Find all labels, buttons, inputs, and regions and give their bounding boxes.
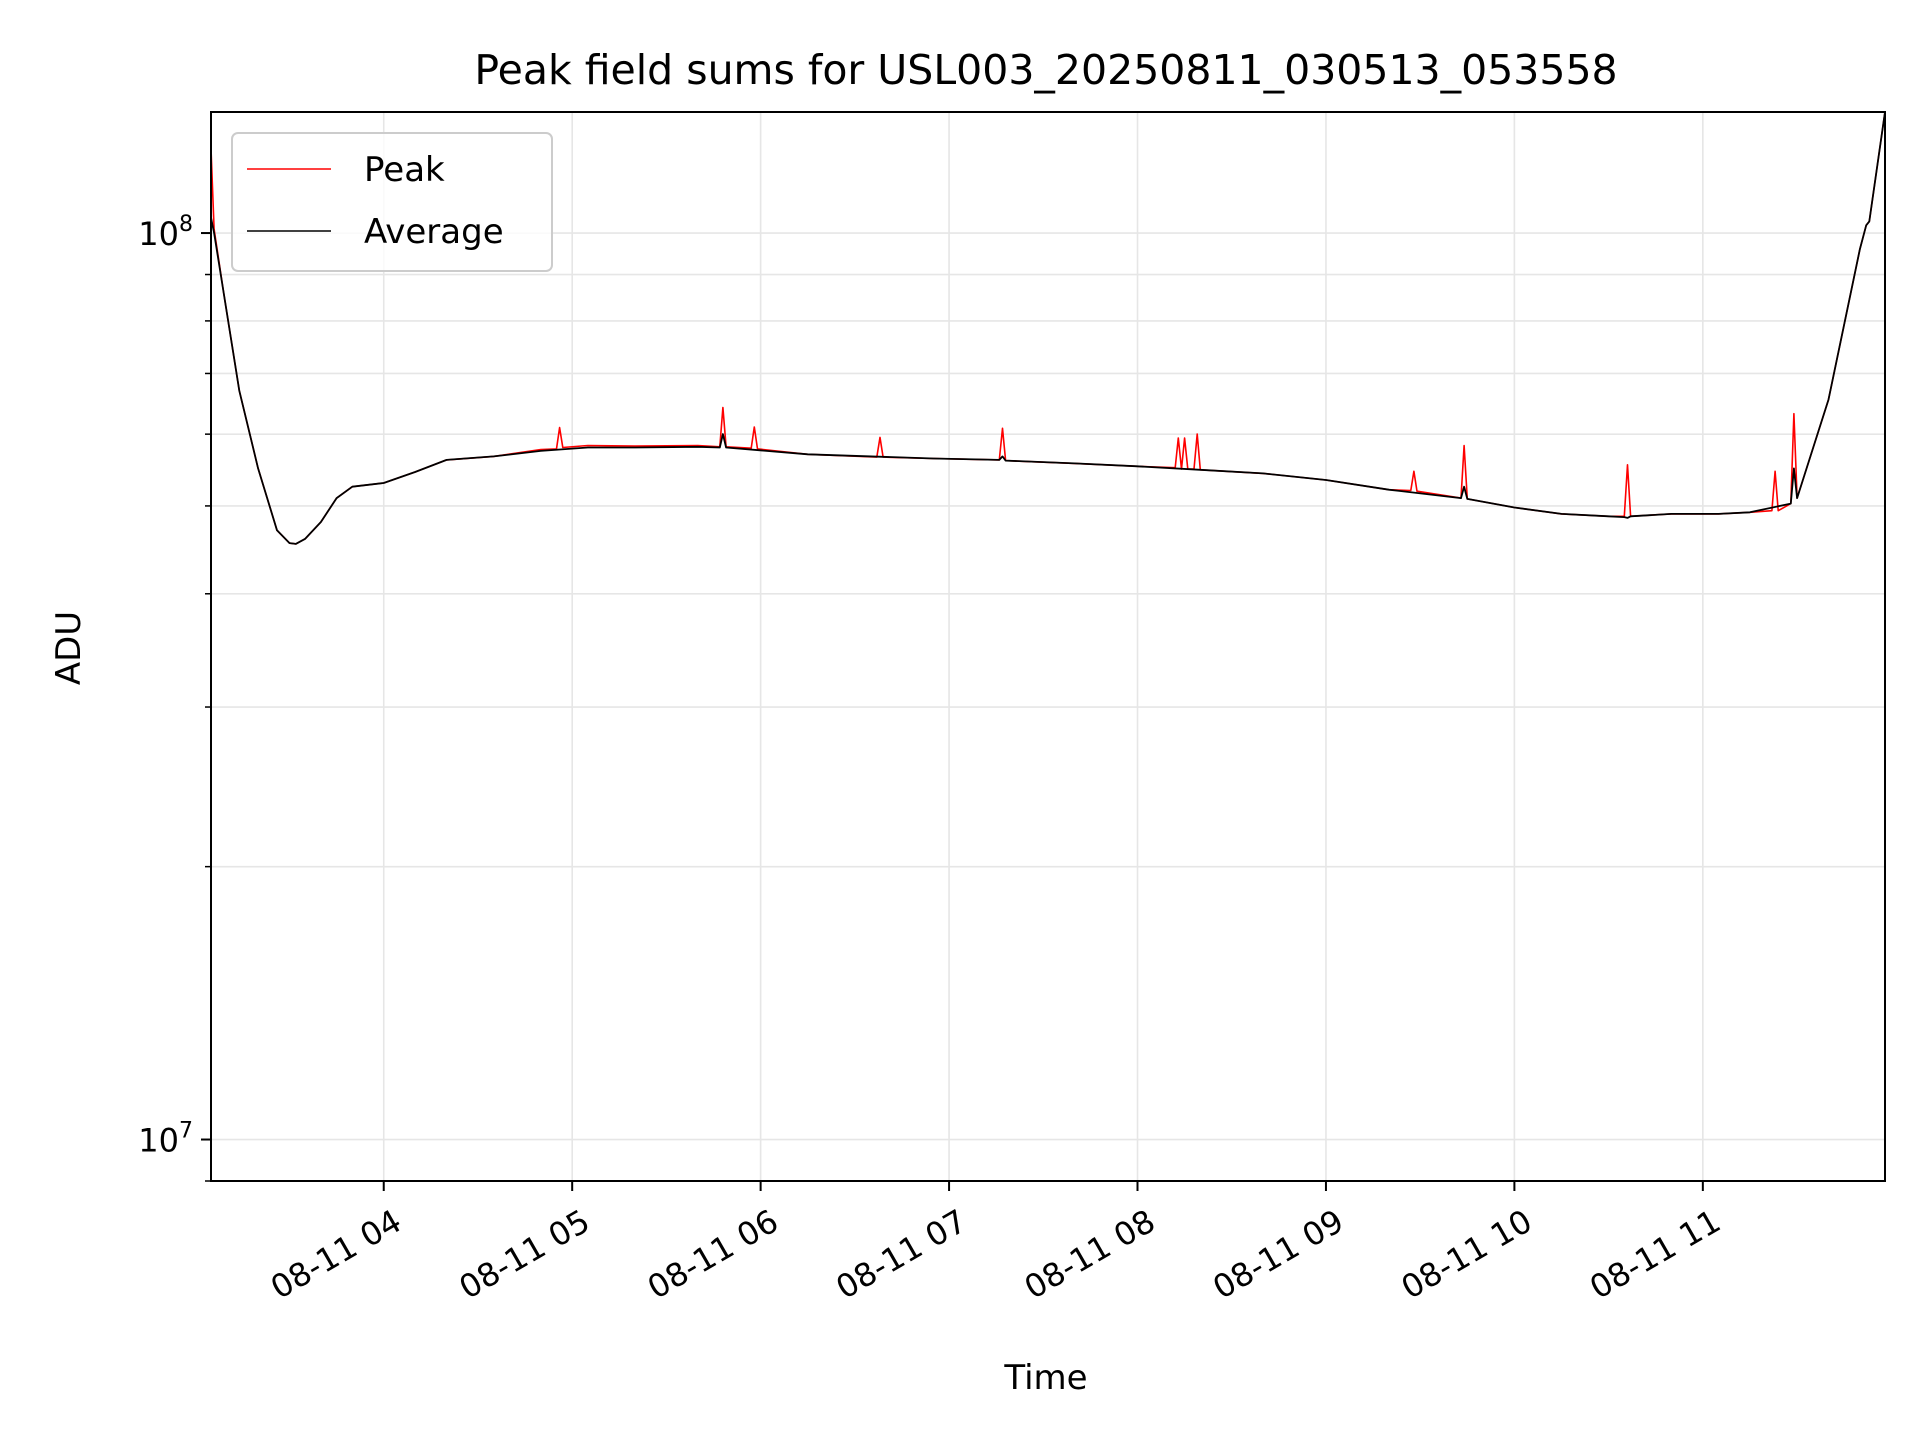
legend-box	[231, 132, 553, 272]
plot-frame	[210, 111, 1886, 1182]
x-axis-label: Time	[1003, 1358, 1087, 1398]
chart-title: Peak field sums for USL003_20250811_0305…	[474, 46, 1617, 94]
y-axis: 107 108	[138, 212, 211, 1182]
series-line-average	[210, 111, 1886, 545]
y-tick-label: 107	[138, 1119, 193, 1160]
grid	[211, 112, 1885, 1182]
y-tick-label: 108	[138, 212, 193, 253]
legend-label-peak: Peak	[364, 150, 445, 190]
legend-label-average: Average	[364, 212, 504, 252]
legend: Peak Average	[231, 132, 553, 272]
y-axis-label: ADU	[49, 611, 89, 685]
series-layer	[210, 111, 1886, 545]
